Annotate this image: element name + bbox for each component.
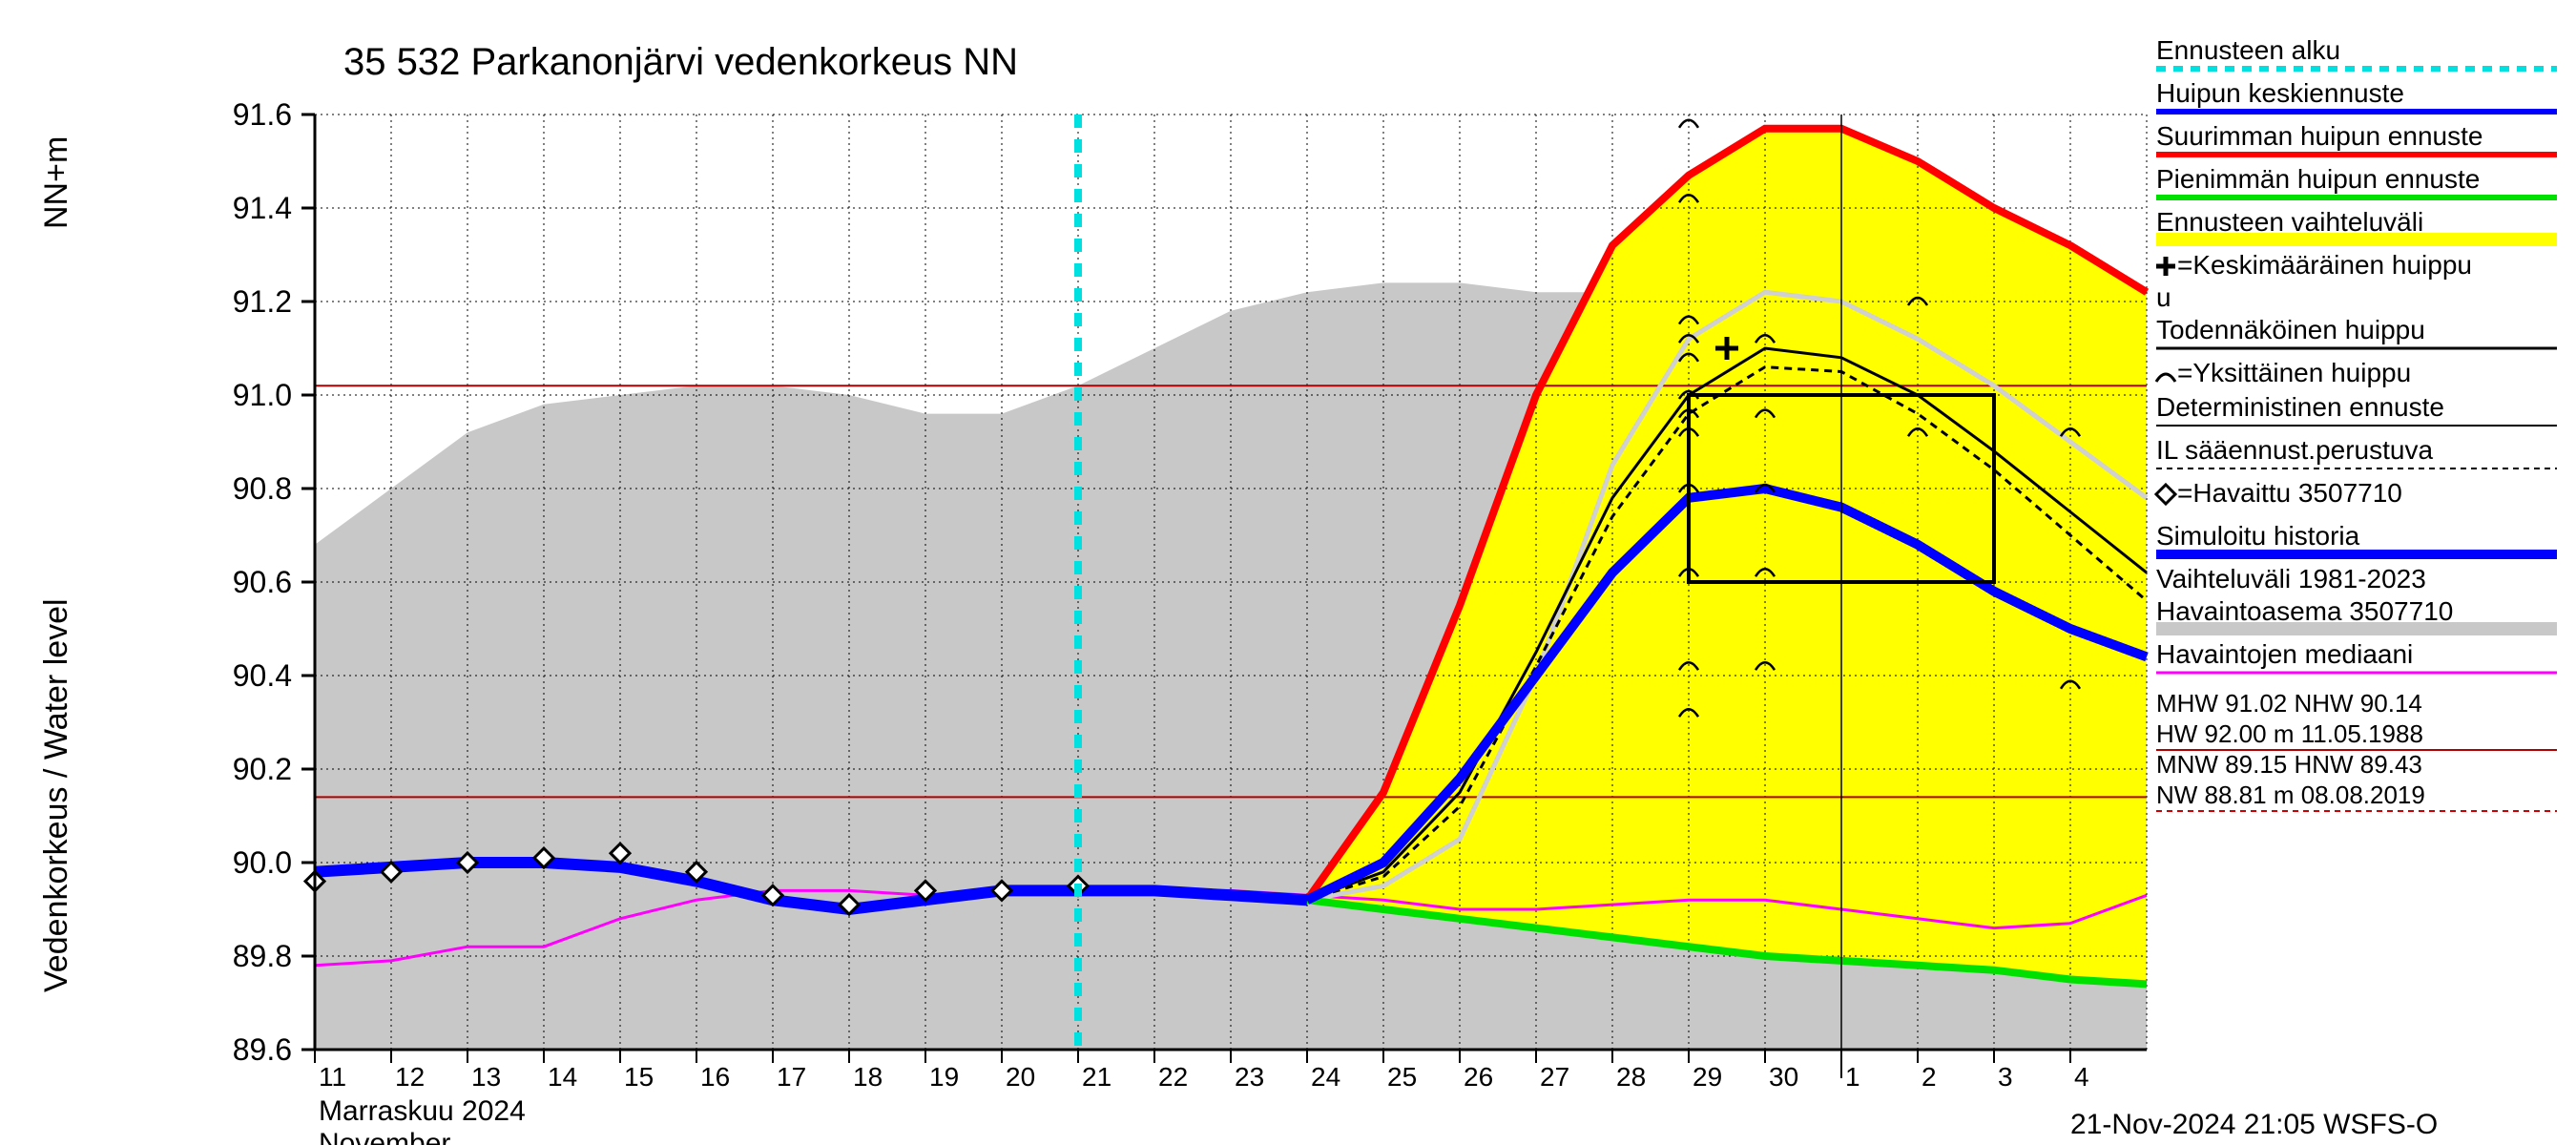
- legend-label: Simuloitu historia: [2156, 521, 2360, 551]
- x-tick-label: 14: [548, 1062, 577, 1092]
- y-tick-label: 90.0: [233, 845, 292, 880]
- legend-label: Suurimman huipun ennuste: [2156, 121, 2483, 151]
- x-tick-label: 23: [1235, 1062, 1264, 1092]
- y-tick-label: 91.4: [233, 191, 292, 225]
- x-tick-label: 2: [1922, 1062, 1937, 1092]
- x-tick-label: 20: [1006, 1062, 1035, 1092]
- legend-label: =Yksittäinen huippu: [2177, 358, 2411, 387]
- y-axis-label-unit: NN+m: [38, 136, 74, 229]
- legend-label: =Keskimääräinen huippu: [2177, 250, 2472, 280]
- legend-label: Todennäköinen huippu: [2156, 315, 2425, 344]
- x-tick-label: 18: [853, 1062, 883, 1092]
- x-tick-label: 28: [1616, 1062, 1646, 1092]
- y-tick-label: 90.8: [233, 471, 292, 506]
- x-tick-label: 13: [471, 1062, 501, 1092]
- legend-label: Ennusteen alku: [2156, 35, 2340, 65]
- stats-line: MNW 89.15 HNW 89.43: [2156, 750, 2422, 779]
- legend-label: Havaintoasema 3507710: [2156, 596, 2453, 626]
- x-axis-month-en: November: [319, 1128, 450, 1145]
- x-tick-label: 15: [624, 1062, 654, 1092]
- legend-label: Deterministinen ennuste: [2156, 392, 2444, 422]
- legend-label: Huipun keskiennuste: [2156, 78, 2404, 108]
- x-tick-label: 17: [777, 1062, 806, 1092]
- x-tick-label: 24: [1311, 1062, 1340, 1092]
- y-axis-label-main: Vedenkorkeus / Water level: [38, 598, 74, 992]
- x-tick-label: 19: [929, 1062, 959, 1092]
- x-tick-label: 26: [1464, 1062, 1493, 1092]
- stats-line: HW 92.00 m 11.05.1988: [2156, 719, 2423, 748]
- x-tick-label: 3: [1998, 1062, 2013, 1092]
- y-tick-label: 90.2: [233, 752, 292, 786]
- legend-label: Pienimmän huipun ennuste: [2156, 164, 2480, 194]
- stats-line: MHW 91.02 NHW 90.14: [2156, 689, 2422, 718]
- y-tick-label: 90.4: [233, 658, 292, 693]
- x-tick-label: 12: [395, 1062, 425, 1092]
- x-tick-label: 27: [1540, 1062, 1569, 1092]
- water-level-chart: 89.6 89.8 90.0 90.2 90.4 90.6 90.8 91.0 91.2 91.4…: [0, 0, 2576, 1145]
- x-tick-label: 4: [2074, 1062, 2089, 1092]
- x-tick-label: 16: [700, 1062, 730, 1092]
- y-tick-label: 91.2: [233, 284, 292, 319]
- footer-timestamp: 21-Nov-2024 21:05 WSFS-O: [2070, 1109, 2438, 1140]
- x-axis-month-fi: Marraskuu 2024: [319, 1095, 526, 1127]
- legend-label: IL sääennust.perustuva: [2156, 435, 2433, 465]
- x-tick-label: 25: [1387, 1062, 1417, 1092]
- y-tick-label: 89.6: [233, 1032, 292, 1067]
- stats-line: NW 88.81 m 08.08.2019: [2156, 781, 2425, 809]
- x-tick-label: 11: [319, 1062, 346, 1092]
- y-tick-label: 90.6: [233, 565, 292, 599]
- y-tick-label: 91.0: [233, 378, 292, 412]
- legend-label: u: [2156, 282, 2171, 312]
- legend-label: =Havaittu 3507710: [2177, 478, 2402, 508]
- y-tick-label: 89.8: [233, 939, 292, 973]
- x-tick-label: 22: [1158, 1062, 1188, 1092]
- x-tick-label: 29: [1693, 1062, 1722, 1092]
- x-tick-label: 1: [1845, 1062, 1860, 1092]
- x-tick-label: 21: [1082, 1062, 1111, 1092]
- legend-label: Ennusteen vaihteluväli: [2156, 207, 2423, 237]
- legend-label: Vaihteluväli 1981-2023: [2156, 564, 2426, 593]
- y-tick-label: 91.6: [233, 97, 292, 132]
- x-tick-label: 30: [1769, 1062, 1798, 1092]
- chart-title: 35 532 Parkanonjärvi vedenkorkeus NN: [343, 41, 1018, 83]
- legend-label: Havaintojen mediaani: [2156, 639, 2413, 669]
